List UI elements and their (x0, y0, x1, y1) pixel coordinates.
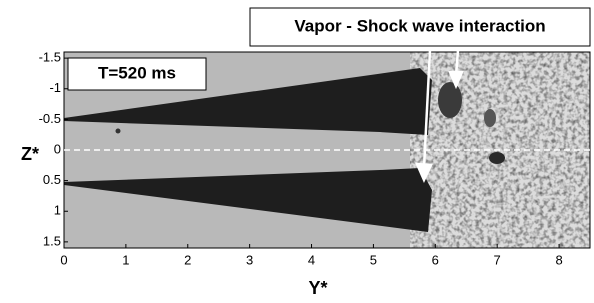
x-tick-label: 4 (308, 252, 315, 267)
annotation: T=520 ms (98, 63, 176, 82)
x-tick-label: 0 (60, 252, 67, 267)
annotation: Vapor - Shock wave interaction (294, 16, 545, 35)
y-tick-label: 1 (54, 203, 61, 218)
y-tick-label: 1.5 (43, 233, 61, 248)
chart: 0 1 2 3 4 5 6 7 8 -1.5 -1 -0.5 0 0.5 1 1.5 Z* Y* T=520 … (0, 0, 594, 303)
x-tick-label: 7 (494, 252, 501, 267)
x-tick-label: 5 (370, 252, 377, 267)
y-tick-label: 0.5 (43, 172, 61, 187)
x-tick-label: 2 (184, 252, 191, 267)
x-tick-label: 6 (432, 252, 439, 267)
y-tick-label: -1 (49, 80, 61, 95)
y-tick-label: -1.5 (39, 50, 61, 65)
x-tick-label: 1 (122, 252, 129, 267)
x-axis-label: Y* (308, 278, 327, 298)
x-tick-label: 3 (246, 252, 253, 267)
y-tick-label: 0 (54, 141, 61, 156)
y-axis-label: Z* (21, 144, 39, 164)
x-tick-label: 8 (555, 252, 562, 267)
y-tick-label: -0.5 (39, 111, 61, 126)
